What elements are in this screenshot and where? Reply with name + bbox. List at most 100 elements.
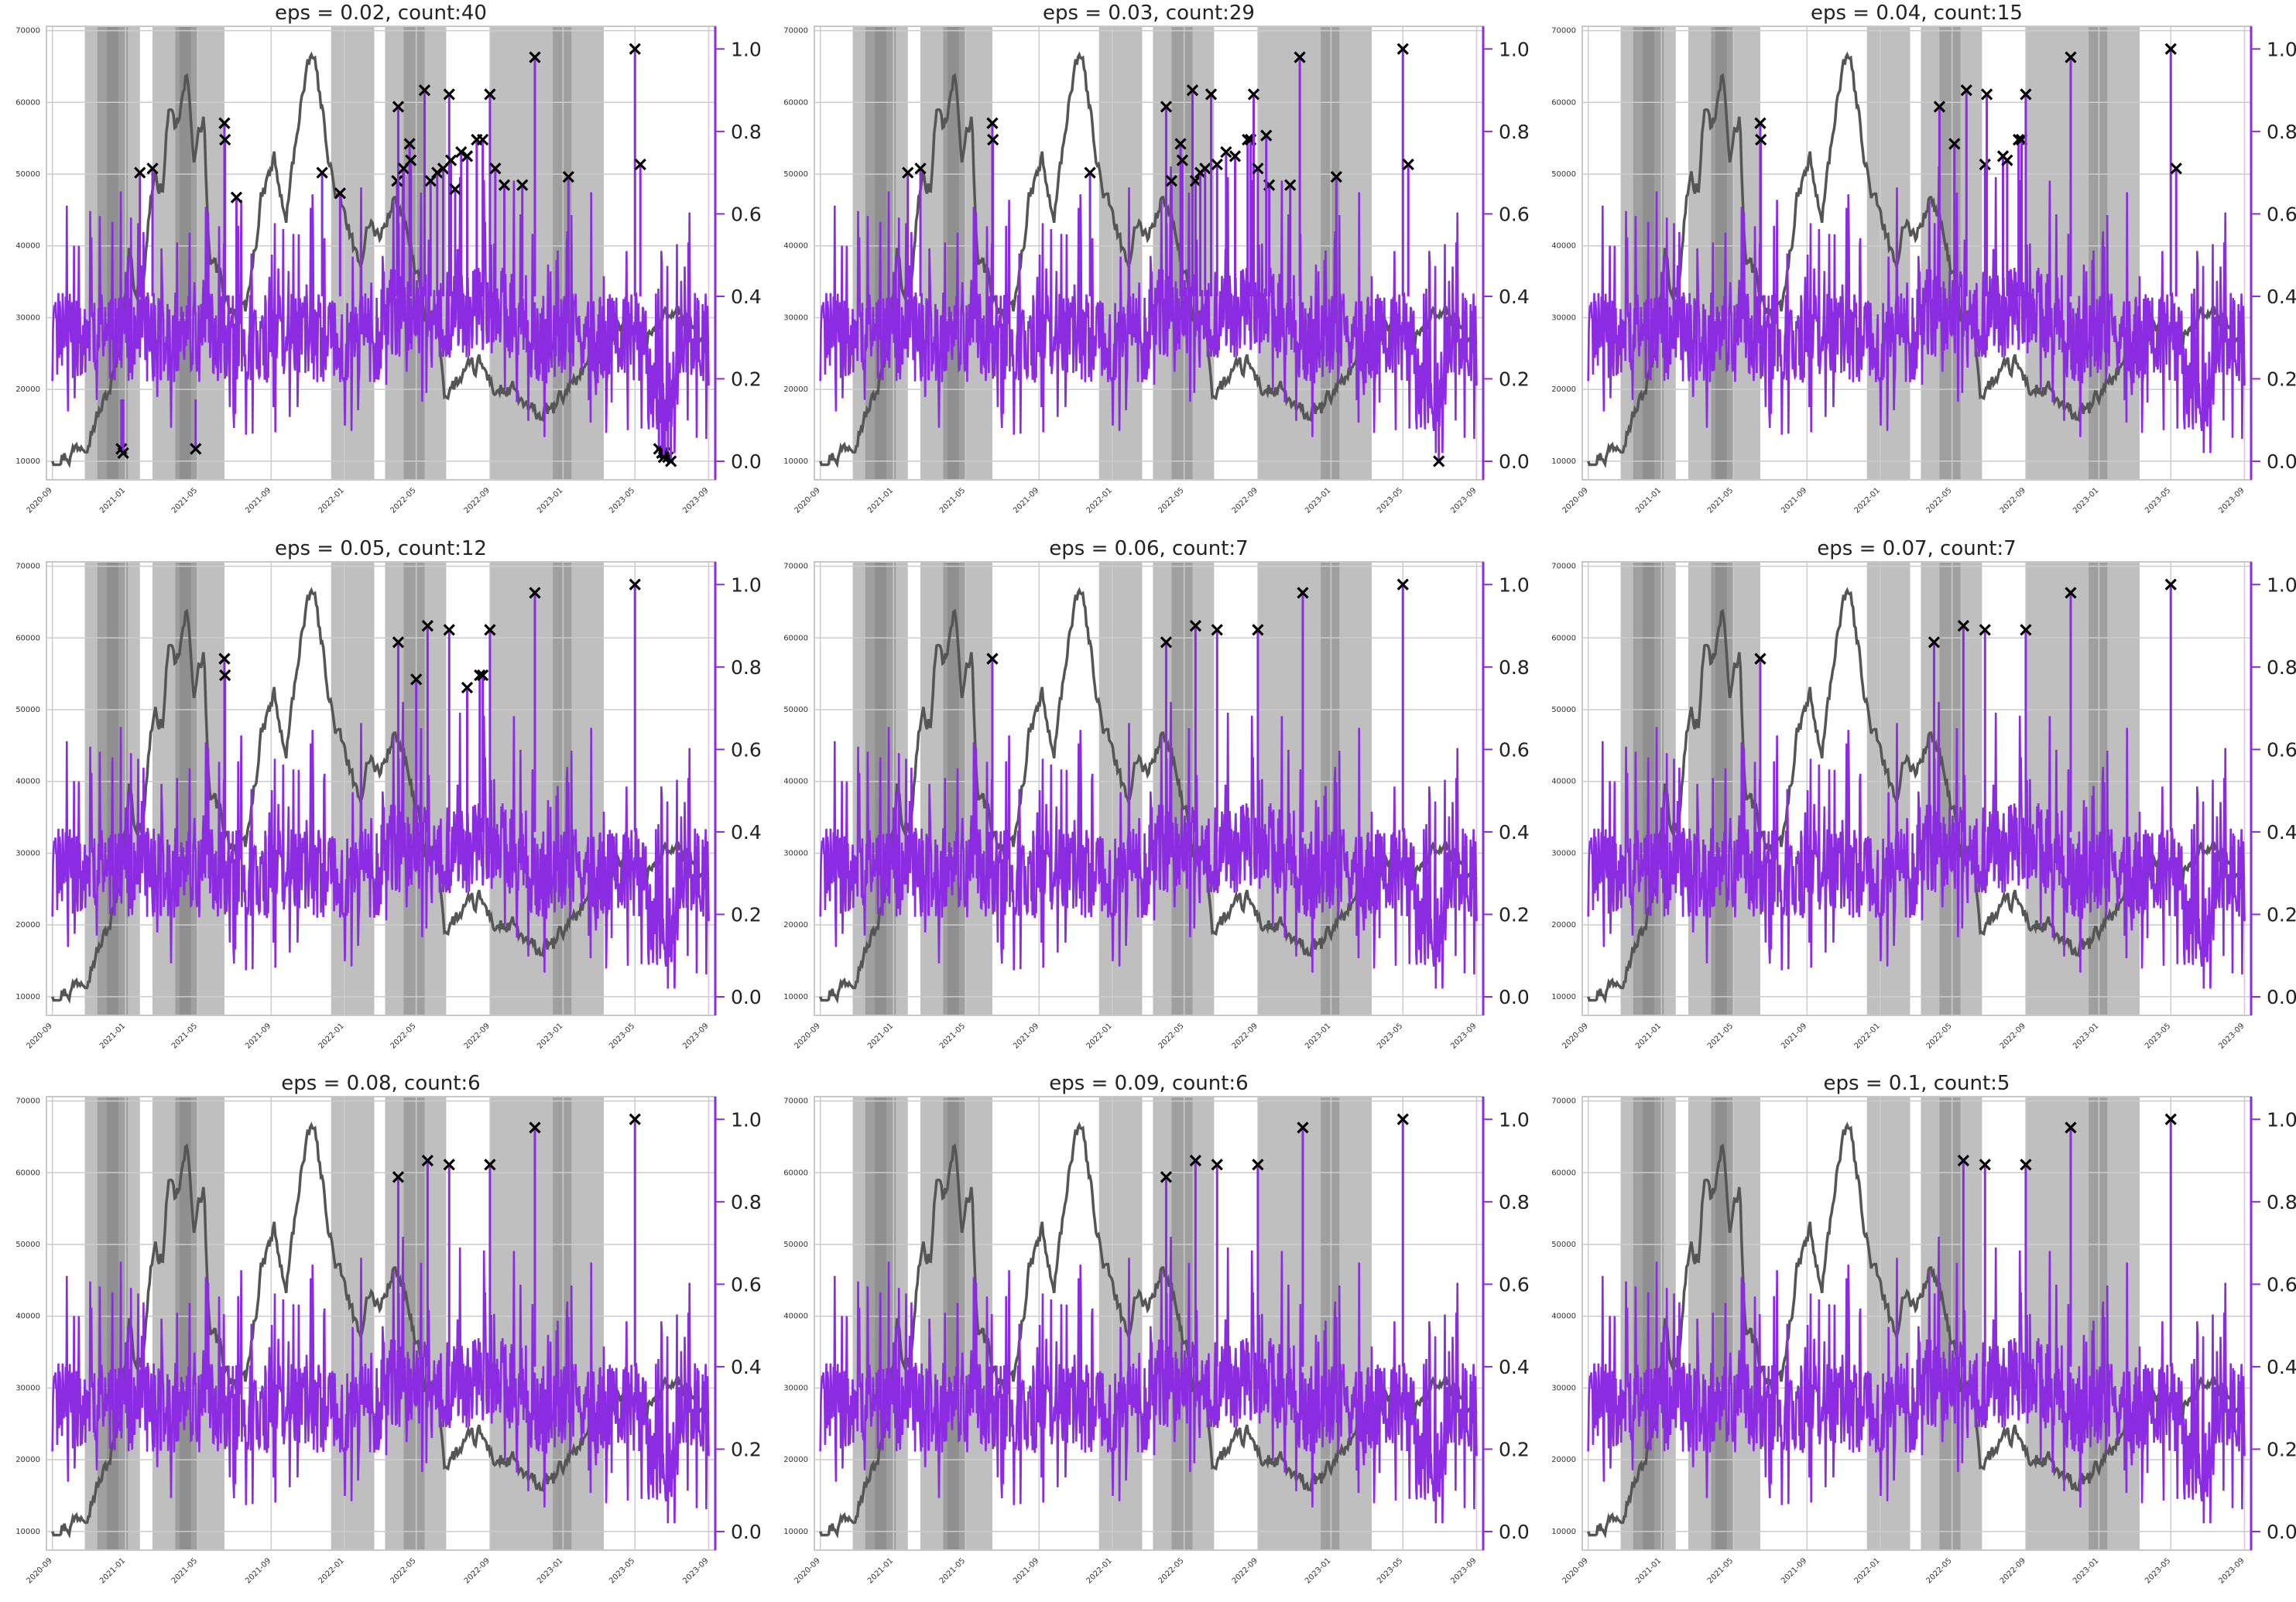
left-y-tick-label: 30000 (15, 1384, 40, 1392)
anomaly-marker (1252, 624, 1264, 636)
x-tick-label: 2020-09 (26, 486, 54, 515)
anomaly-marker (657, 451, 670, 464)
right-y-tick-label: 0.4 (1499, 1356, 1530, 1378)
anomaly-marker (2001, 154, 2013, 166)
left-y-tick-label: 60000 (783, 98, 808, 107)
x-tick-label: 2021-05 (170, 1022, 199, 1050)
x-tick-label: 2023-05 (1376, 1022, 1404, 1050)
x-tick-label: 2022-01 (1085, 486, 1114, 515)
right-y-tick-label: 0.4 (1499, 286, 1530, 308)
anomaly-marker (431, 166, 444, 179)
anomaly-marker (1979, 624, 1991, 636)
x-tick-label: 2022-09 (463, 1022, 492, 1050)
left-y-tick-label: 70000 (1551, 27, 1576, 36)
x-tick-label: 2023-01 (1304, 1022, 1332, 1050)
anomaly-marker (218, 117, 231, 129)
left-y-tick-label: 20000 (15, 921, 40, 929)
chart-panel: 10000 20000 30000 40000 50000 60000 70000 0.0 0.… (1551, 537, 2296, 1051)
right-y-tick-label: 0.0 (1499, 986, 1530, 1008)
right-y-tick-label: 0.6 (731, 738, 762, 761)
anomaly-marker (1396, 43, 1409, 55)
anomaly-marker (986, 117, 999, 129)
left-y-tick-label: 20000 (783, 1456, 808, 1464)
right-y-tick-label: 0.8 (731, 656, 762, 679)
anomaly-marker (1211, 158, 1223, 171)
anomaly-marker (484, 88, 496, 101)
right-y-tick-label: 0.2 (2267, 903, 2296, 926)
anomaly-marker (489, 163, 502, 175)
right-y-tick-label: 0.6 (2267, 738, 2296, 761)
score-line (1587, 701, 2246, 989)
right-y-tick-label: 1.0 (731, 38, 762, 60)
x-tick-label: 2022-01 (1085, 1022, 1114, 1050)
anomaly-marker (392, 1171, 405, 1183)
score-line (819, 701, 1478, 989)
right-y-tick-label: 0.8 (1499, 1191, 1530, 1213)
anomaly-marker (1960, 84, 1972, 97)
left-y-tick-label: 20000 (15, 385, 40, 394)
anomaly-marker (498, 179, 511, 191)
anomaly-marker (986, 652, 999, 665)
left-y-tick-label: 50000 (783, 706, 808, 714)
right-y-tick-label: 0.6 (2267, 1273, 2296, 1296)
chart-panel: 10000 20000 30000 40000 50000 60000 70000 0.0 0.… (15, 1072, 762, 1586)
chart-title: eps = 0.04, count:15 (1811, 2, 2023, 25)
x-tick-label: 2021-05 (170, 1556, 199, 1585)
chart-title: eps = 0.1, count:5 (1824, 1072, 2010, 1095)
score-line (1587, 166, 2246, 454)
anomaly-marker (629, 43, 641, 55)
left-y-tick-label: 70000 (1551, 563, 1576, 571)
left-y-tick-label: 60000 (15, 1169, 40, 1177)
x-tick-label: 2022-09 (1231, 1556, 1259, 1585)
anomaly-marker (443, 88, 455, 101)
right-y-tick-label: 0.0 (731, 986, 762, 1008)
anomaly-marker (2020, 624, 2032, 636)
x-tick-label: 2022-05 (389, 486, 417, 515)
x-tick-label: 2022-05 (1924, 486, 1953, 515)
anomaly-marker (629, 578, 641, 590)
left-y-tick-label: 70000 (783, 563, 808, 571)
left-y-tick-label: 60000 (783, 634, 808, 642)
anomaly-marker (316, 166, 328, 179)
anomaly-marker (2020, 88, 2032, 101)
anomaly-marker (529, 1121, 541, 1134)
left-y-tick-label: 20000 (1551, 1456, 1576, 1464)
right-y-tick-label: 0.0 (1499, 450, 1530, 473)
shaded-region (179, 562, 191, 1015)
x-tick-label: 2023-09 (681, 1556, 710, 1585)
x-tick-label: 2022-01 (317, 1556, 346, 1585)
right-y-tick-label: 0.6 (731, 1273, 762, 1296)
anomaly-marker (902, 166, 914, 179)
x-tick-label: 2021-09 (1012, 1556, 1040, 1585)
left-y-tick-label: 60000 (1551, 98, 1576, 107)
x-tick-label: 2023-01 (536, 486, 564, 515)
x-tick-label: 2023-09 (2217, 486, 2246, 515)
left-y-tick-label: 10000 (15, 1528, 40, 1536)
right-y-tick-label: 0.4 (731, 821, 762, 844)
anomaly-marker (2065, 1121, 2077, 1134)
left-y-tick-label: 10000 (783, 457, 808, 466)
left-y-tick-label: 50000 (15, 170, 40, 179)
anomaly-marker (461, 681, 474, 694)
anomaly-marker (634, 158, 646, 171)
x-tick-label: 2022-09 (463, 486, 492, 515)
anomaly-marker (1284, 179, 1297, 191)
anomaly-marker (516, 179, 529, 191)
x-tick-label: 2021-01 (1634, 1022, 1663, 1050)
left-y-tick-label: 50000 (1551, 1241, 1576, 1249)
shaded-region (1715, 1097, 1727, 1550)
left-y-tick-label: 40000 (15, 778, 40, 786)
anomaly-marker (1247, 88, 1260, 101)
left-y-tick-label: 10000 (15, 457, 40, 466)
anomaly-marker (230, 191, 243, 204)
left-y-tick-label: 20000 (1551, 921, 1576, 929)
right-y-tick-label: 0.6 (1499, 203, 1530, 225)
x-tick-label: 2020-09 (1561, 486, 1590, 515)
chart-title: eps = 0.06, count:7 (1049, 537, 1248, 560)
right-y-tick-label: 0.8 (1499, 121, 1530, 143)
left-y-tick-label: 70000 (783, 1097, 808, 1106)
anomaly-marker (665, 455, 677, 467)
x-tick-label: 2021-01 (98, 1022, 127, 1050)
left-y-tick-label: 30000 (783, 1384, 808, 1392)
anomaly-marker (1396, 1113, 1409, 1125)
